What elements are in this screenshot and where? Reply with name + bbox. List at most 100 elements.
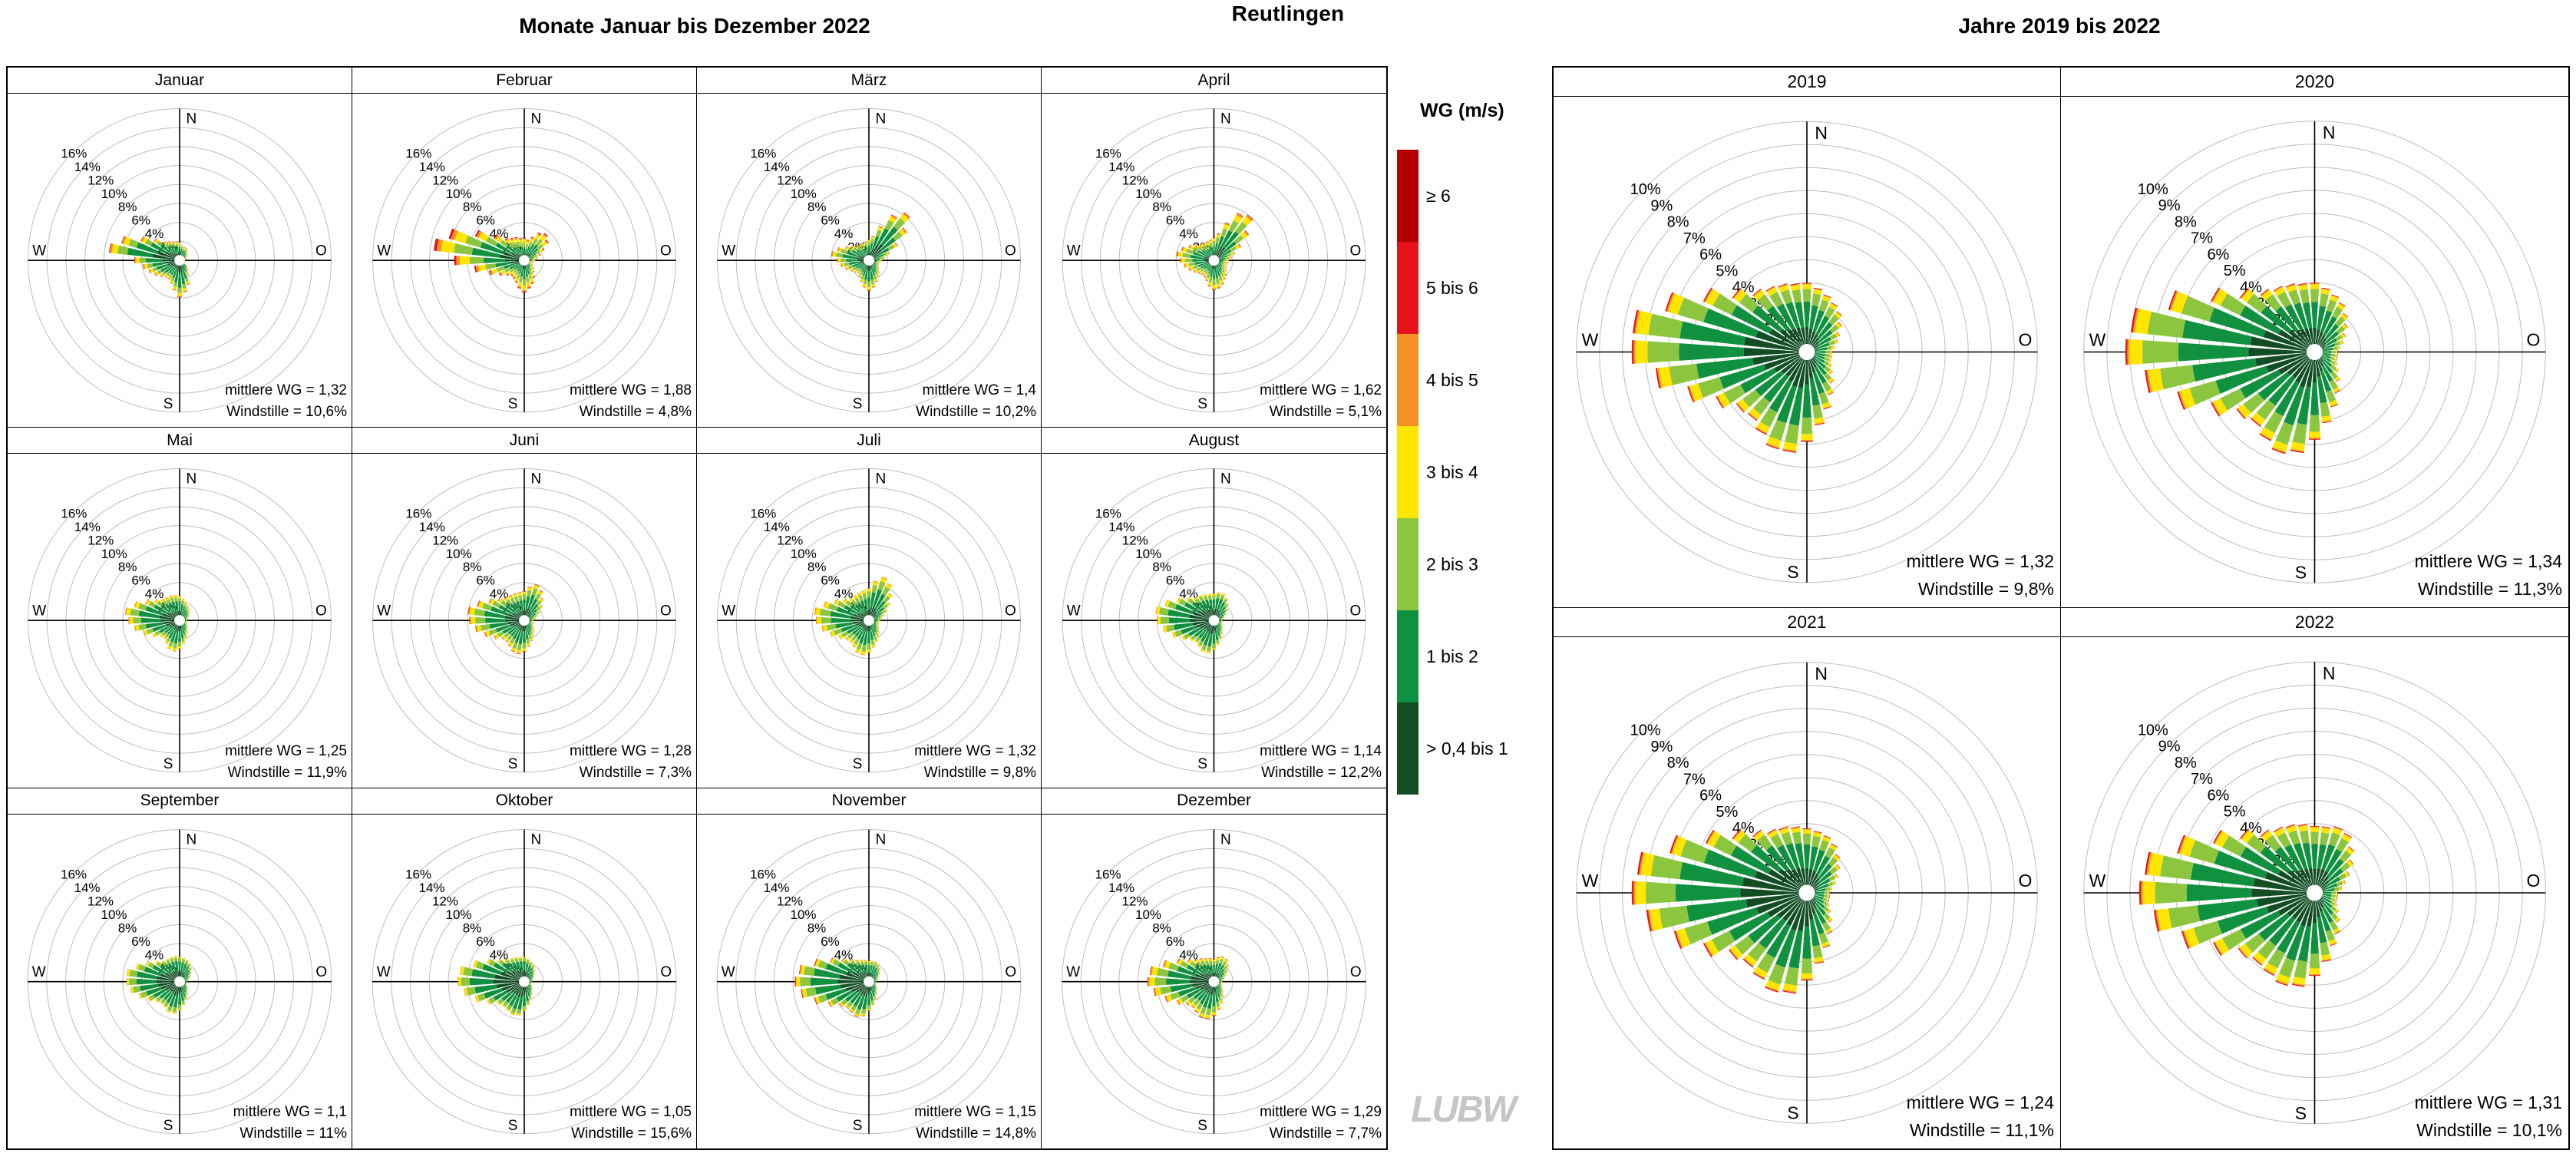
svg-text:16%: 16% <box>61 507 87 521</box>
svg-text:8%: 8% <box>807 200 827 214</box>
svg-text:16%: 16% <box>405 507 431 521</box>
svg-text:7%: 7% <box>2191 230 2213 247</box>
svg-text:9%: 9% <box>2158 739 2181 755</box>
calm-percentage-annotation: Windstille = 15,6% <box>571 1125 692 1142</box>
svg-text:4%: 4% <box>490 947 509 962</box>
svg-text:W: W <box>1582 329 1599 349</box>
legend-label: ≥ 6 <box>1426 185 1451 206</box>
svg-text:W: W <box>32 603 46 620</box>
svg-text:6%: 6% <box>821 573 840 588</box>
svg-text:S: S <box>1787 562 1798 582</box>
svg-text:14%: 14% <box>1108 520 1134 534</box>
svg-text:W: W <box>1066 964 1080 980</box>
mean-wind-speed-annotation: mittlere WG = 1,14 <box>1260 742 1382 759</box>
legend-title: WG (m/s) <box>1420 100 1504 121</box>
svg-text:8%: 8% <box>807 560 827 575</box>
panel-title: Februar <box>352 68 696 94</box>
svg-text:S: S <box>163 1118 173 1134</box>
svg-text:16%: 16% <box>750 867 776 881</box>
svg-text:12%: 12% <box>1122 173 1148 187</box>
svg-text:12%: 12% <box>777 534 803 548</box>
svg-text:5%: 5% <box>1716 263 1738 279</box>
svg-text:12%: 12% <box>88 894 114 908</box>
calm-percentage-annotation: Windstille = 7,3% <box>579 764 692 781</box>
svg-text:14%: 14% <box>74 520 101 534</box>
mean-wind-speed-annotation: mittlere WG = 1,24 <box>1906 1092 2054 1112</box>
calm-percentage-annotation: Windstille = 11,1% <box>1909 1120 2054 1140</box>
svg-text:O: O <box>660 964 672 980</box>
svg-text:4%: 4% <box>834 947 854 962</box>
svg-text:O: O <box>1350 964 1362 980</box>
svg-text:6%: 6% <box>1699 788 1722 805</box>
month-panel: September2%4%6%8%10%12%14%16%NSOWmittler… <box>8 788 352 1148</box>
svg-text:S: S <box>163 756 173 772</box>
svg-text:6%: 6% <box>476 934 495 949</box>
svg-text:S: S <box>163 396 173 412</box>
svg-text:S: S <box>508 396 518 412</box>
panel-title: April <box>1042 68 1386 94</box>
panel-title: Juni <box>352 428 696 454</box>
svg-text:N: N <box>1220 831 1231 848</box>
mean-wind-speed-annotation: mittlere WG = 1,25 <box>225 742 347 759</box>
svg-text:6%: 6% <box>821 934 840 949</box>
svg-text:O: O <box>660 603 672 620</box>
svg-text:5%: 5% <box>2224 263 2246 279</box>
svg-text:8%: 8% <box>1152 560 1171 575</box>
svg-text:10%: 10% <box>1135 907 1161 922</box>
svg-text:5%: 5% <box>1716 804 1738 821</box>
legend-swatch <box>1397 426 1418 518</box>
svg-text:16%: 16% <box>61 867 87 881</box>
mean-wind-speed-annotation: mittlere WG = 1,32 <box>225 382 347 399</box>
svg-text:O: O <box>660 243 672 259</box>
svg-text:4%: 4% <box>145 226 164 241</box>
svg-text:6%: 6% <box>1166 213 1185 228</box>
years-section-title: Jahre 2019 bis 2022 <box>1958 14 2161 38</box>
panel-title: 2020 <box>2061 68 2568 97</box>
svg-text:12%: 12% <box>432 894 458 908</box>
calm-percentage-annotation: Windstille = 9,8% <box>1917 579 2054 599</box>
svg-text:14%: 14% <box>764 520 790 534</box>
panel-title: November <box>697 788 1041 815</box>
month-panel: November2%4%6%8%10%12%14%16%NSOWmittlere… <box>697 788 1042 1148</box>
svg-text:S: S <box>508 1118 518 1134</box>
legend-color-bar <box>1397 150 1418 795</box>
svg-text:10%: 10% <box>791 907 817 922</box>
svg-text:W: W <box>1582 871 1599 891</box>
svg-text:8%: 8% <box>118 560 137 575</box>
svg-text:10%: 10% <box>2138 722 2168 739</box>
svg-text:N: N <box>1815 664 1828 684</box>
calm-percentage-annotation: Windstille = 11,9% <box>227 764 347 781</box>
legend-label: 4 bis 5 <box>1426 369 1478 390</box>
svg-text:6%: 6% <box>821 213 840 228</box>
calm-percentage-annotation: Windstille = 10,1% <box>2416 1120 2562 1140</box>
svg-text:16%: 16% <box>405 867 431 881</box>
svg-text:S: S <box>853 1118 863 1134</box>
panel-title: 2019 <box>1554 68 2060 97</box>
legend-label: 1 bis 2 <box>1426 646 1478 666</box>
svg-text:W: W <box>377 603 391 620</box>
svg-text:O: O <box>315 243 327 259</box>
svg-text:10%: 10% <box>2138 181 2168 198</box>
svg-text:O: O <box>1349 243 1361 259</box>
svg-text:9%: 9% <box>1650 197 1673 214</box>
svg-text:S: S <box>2295 1103 2307 1123</box>
panel-title: Juli <box>697 428 1041 454</box>
svg-text:8%: 8% <box>463 920 482 935</box>
svg-text:S: S <box>1197 396 1207 412</box>
svg-text:N: N <box>876 111 887 127</box>
svg-text:W: W <box>1067 243 1081 259</box>
mean-wind-speed-annotation: mittlere WG = 1,1 <box>233 1104 347 1120</box>
svg-text:16%: 16% <box>750 507 776 521</box>
svg-text:6%: 6% <box>2207 246 2229 263</box>
